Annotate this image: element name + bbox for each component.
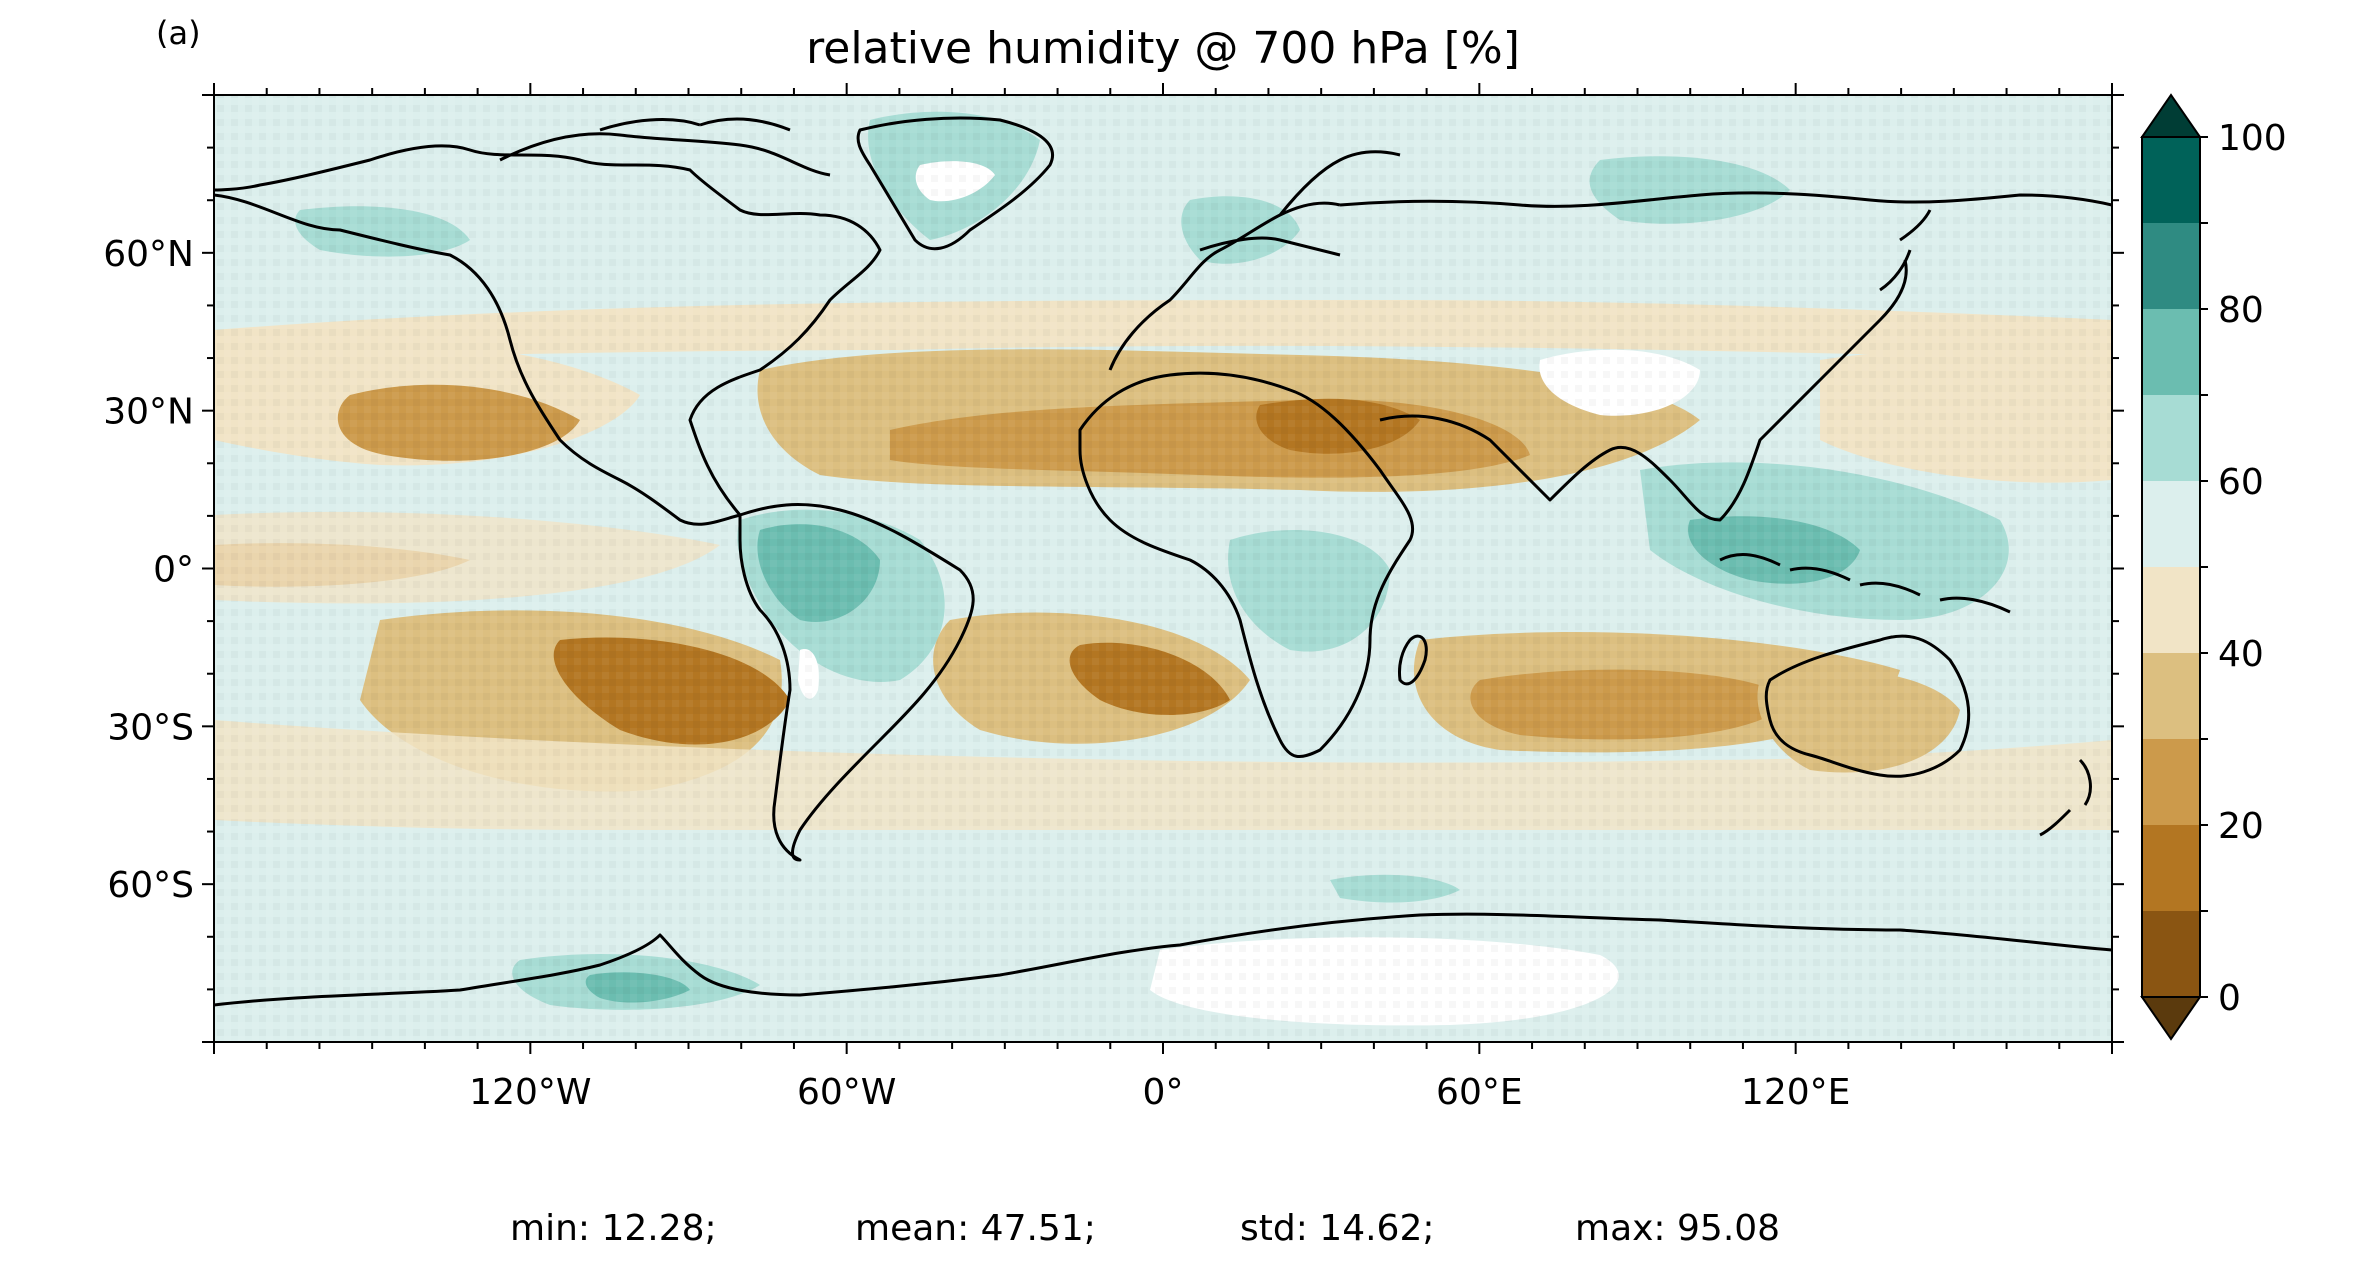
coastline-north-america [214,144,882,526]
stat-max: max: 95.08 [1575,1208,1780,1249]
colorbar-segment [2142,309,2200,395]
y-tick-label: 60°N [103,234,194,275]
coastline-new-zealand [2039,758,2092,837]
stat-min: min: 12.28; [510,1208,717,1249]
coastline-arctic-islands [499,117,831,177]
x-tick-label: 60°W [797,1072,896,1113]
x-tick-label: 120°E [1741,1072,1850,1113]
y-tick-label: 0° [153,550,194,591]
colorbar-tick-label: 100 [2218,118,2287,159]
colorbar-over-triangle [2140,93,2202,138]
map-panel: 120°W 60°W 0° 60°E 120°E 60°N 30°N 0° 30°S 60°S [103,83,2124,1113]
humidity-field [214,95,2112,1042]
colorbar-segment [2142,395,2200,481]
coastline-madagascar [1398,634,1428,686]
x-tick-label: 120°W [469,1072,591,1113]
colorbar-segments [2142,137,2200,997]
panel-label: (a) [156,14,201,52]
coastlines [214,116,2112,1007]
colorbar-segment [2142,825,2200,911]
coastline-australia [1764,634,1971,778]
coastline-greenland [856,116,1054,251]
stat-std: std: 14.62; [1240,1208,1434,1249]
coastline-europe [1108,150,1401,371]
x-tick-label: 0° [1143,1072,1184,1113]
colorbar-segment [2142,481,2200,567]
y-tick-label: 30°N [103,392,194,433]
y-tick-labels: 60°N 30°N 0° 30°S 60°S [103,234,194,906]
colorbar-ticks: 0 20 40 60 80 100 [2200,118,2287,1019]
coastline-asia [1339,191,2112,522]
coastline-japan [1879,209,1932,292]
colorbar-tick-label: 20 [2218,806,2264,847]
y-tick-label: 60°S [107,865,194,906]
y-tick-label: 30°S [107,707,194,748]
colorbar-under-triangle [2140,996,2202,1041]
stat-mean: mean: 47.51; [855,1208,1096,1249]
colorbar-segment [2142,911,2200,997]
colorbar-tick-label: 60 [2218,462,2264,503]
colorbar-segment [2142,653,2200,739]
coastline-antarctica [214,912,2112,1007]
x-tick-label: 60°E [1436,1072,1523,1113]
axis-ticks [202,83,2124,1054]
colorbar-tick-label: 40 [2218,634,2264,675]
field-texture [214,95,2112,1042]
x-tick-labels: 120°W 60°W 0° 60°E 120°E [469,1072,1850,1113]
colorbar-tick-label: 80 [2218,290,2264,331]
colorbar-segment [2142,739,2200,825]
plot-title: relative humidity @ 700 hPa [%] [806,23,1520,74]
colorbar-segment [2142,137,2200,223]
coastline-maritime-continent [1719,553,2011,614]
coastline-africa [1078,371,1415,759]
coastline-south-america [738,503,975,862]
colorbar: 0 20 40 60 80 100 [2140,93,2287,1041]
statistics-line: min: 12.28; mean: 47.51; std: 14.62; max… [510,1208,1780,1249]
colorbar-tick-label: 0 [2218,978,2241,1019]
colorbar-segment [2142,567,2200,653]
colorbar-segment [2142,223,2200,309]
